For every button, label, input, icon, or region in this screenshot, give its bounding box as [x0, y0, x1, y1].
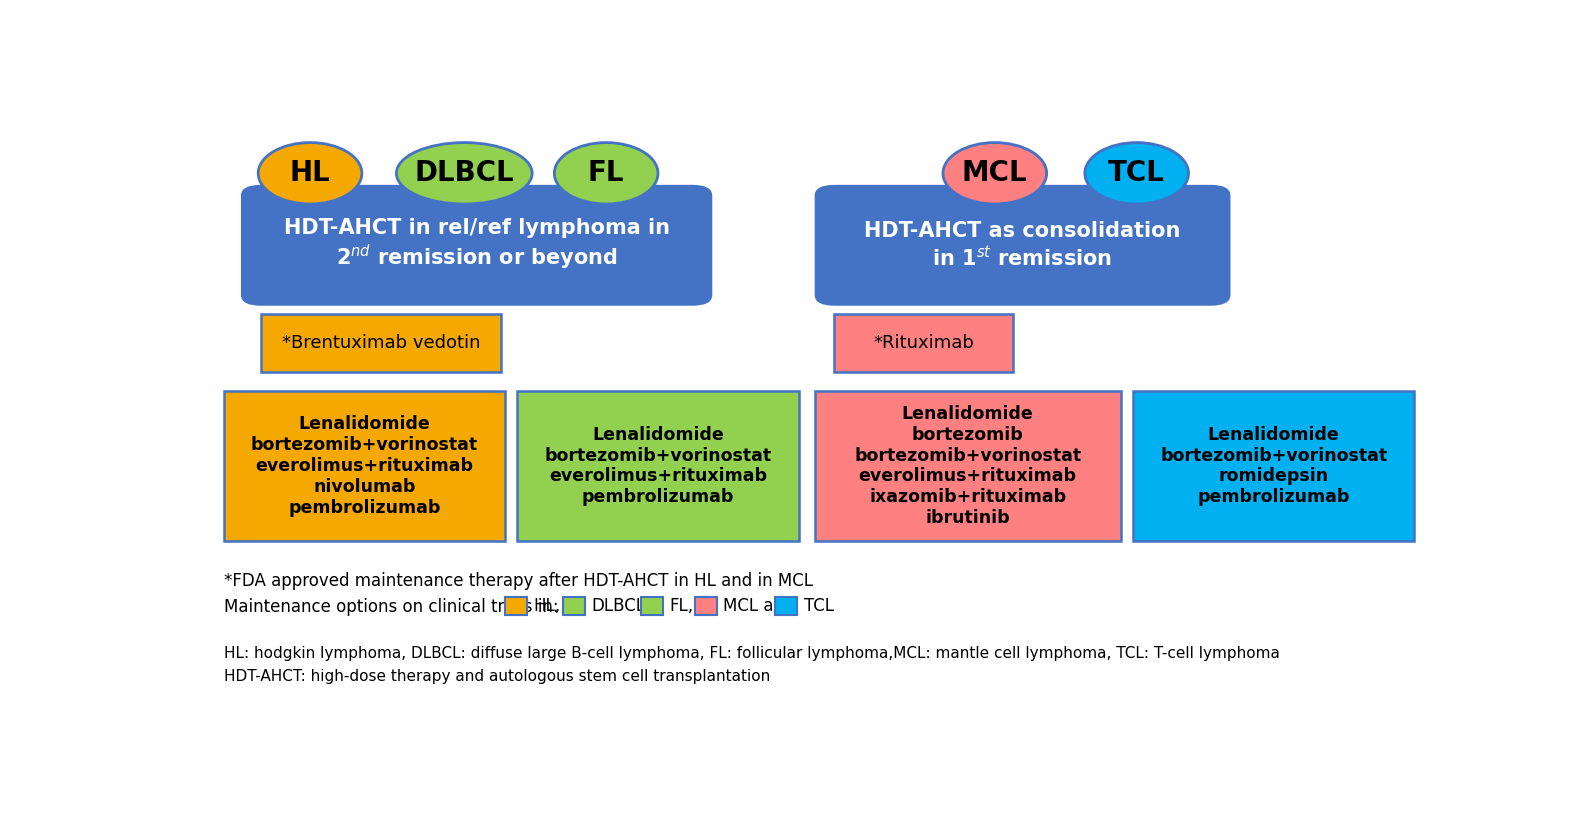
Text: HDT-AHCT: high-dose therapy and autologous stem cell transplantation: HDT-AHCT: high-dose therapy and autologo… [223, 670, 771, 685]
Text: Lenalidomide
bortezomib+vorinostat
everolimus+rituximab
pembrolizumab: Lenalidomide bortezomib+vorinostat evero… [544, 425, 772, 506]
FancyBboxPatch shape [640, 597, 662, 615]
FancyBboxPatch shape [815, 186, 1229, 304]
Ellipse shape [396, 143, 532, 204]
Text: HL,: HL, [533, 597, 560, 615]
Text: FL: FL [587, 160, 624, 187]
Text: TCL: TCL [1108, 160, 1165, 187]
Text: Lenalidomide
bortezomib+vorinostat
everolimus+rituximab
nivolumab
pembrolizumab: Lenalidomide bortezomib+vorinostat evero… [252, 416, 478, 517]
Text: DLBCL,: DLBCL, [591, 597, 651, 615]
FancyBboxPatch shape [505, 597, 527, 615]
Text: *Brentuximab vedotin: *Brentuximab vedotin [282, 334, 481, 352]
Text: HL: HL [290, 160, 331, 187]
FancyBboxPatch shape [834, 314, 1013, 371]
Text: FL,: FL, [669, 597, 693, 615]
Ellipse shape [942, 143, 1046, 204]
Text: HDT-AHCT in rel/ref lymphoma in
2$^{nd}$ remission or beyond: HDT-AHCT in rel/ref lymphoma in 2$^{nd}$… [283, 219, 670, 272]
FancyBboxPatch shape [223, 391, 505, 541]
Text: MCL: MCL [962, 160, 1027, 187]
Text: TCL: TCL [804, 597, 834, 615]
Ellipse shape [554, 143, 657, 204]
FancyBboxPatch shape [261, 314, 501, 371]
Text: *FDA approved maintenance therapy after HDT-AHCT in HL and in MCL: *FDA approved maintenance therapy after … [223, 572, 812, 590]
Text: HL: hodgkin lymphoma, DLBCL: diffuse large B-cell lymphoma, FL: follicular lymph: HL: hodgkin lymphoma, DLBCL: diffuse lar… [223, 646, 1280, 661]
Text: Maintenance options on clinical trials in:: Maintenance options on clinical trials i… [223, 598, 559, 616]
Text: HDT-AHCT as consolidation
in 1$^{st}$ remission: HDT-AHCT as consolidation in 1$^{st}$ re… [864, 221, 1181, 270]
Text: Lenalidomide
bortezomib+vorinostat
romidepsin
pembrolizumab: Lenalidomide bortezomib+vorinostat romid… [1161, 425, 1387, 506]
FancyBboxPatch shape [517, 391, 799, 541]
FancyBboxPatch shape [242, 186, 712, 304]
Ellipse shape [1084, 143, 1189, 204]
FancyBboxPatch shape [696, 597, 716, 615]
FancyBboxPatch shape [775, 597, 798, 615]
FancyBboxPatch shape [815, 391, 1121, 541]
FancyBboxPatch shape [564, 597, 586, 615]
Text: Lenalidomide
bortezomib
bortezomib+vorinostat
everolimus+rituximab
ixazomib+ritu: Lenalidomide bortezomib bortezomib+vorin… [853, 405, 1081, 527]
FancyBboxPatch shape [1134, 391, 1414, 541]
Text: *Rituximab: *Rituximab [874, 334, 974, 352]
Text: MCL and: MCL and [723, 597, 794, 615]
Ellipse shape [258, 143, 361, 204]
Text: DLBCL: DLBCL [414, 160, 514, 187]
